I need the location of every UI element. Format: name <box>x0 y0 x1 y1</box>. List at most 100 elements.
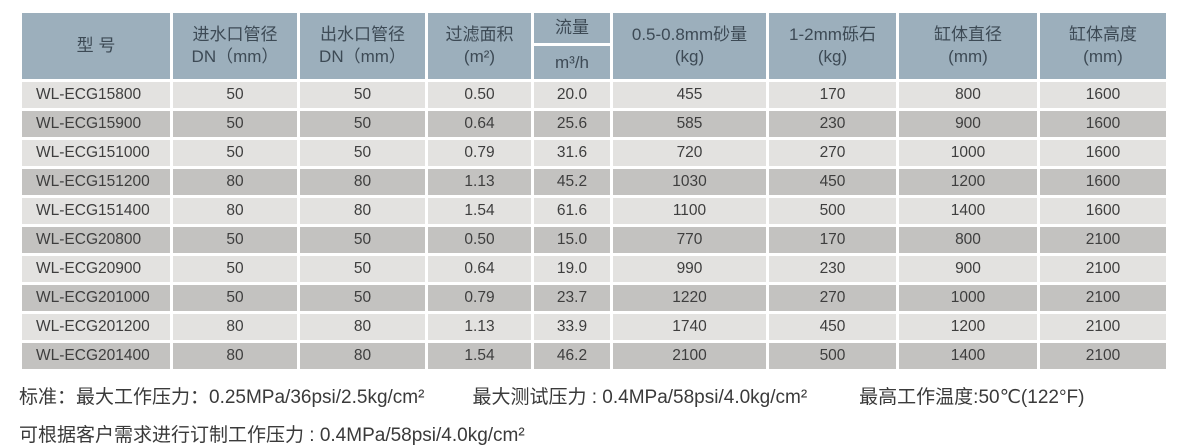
col-header-height: 缸体高度 (mm) <box>1040 13 1166 79</box>
cell-filter-area: 1.13 <box>428 169 531 195</box>
cell-diameter: 900 <box>899 256 1037 282</box>
cell-inlet-dn: 80 <box>173 169 297 195</box>
cell-model: WL-ECG15900 <box>22 111 170 137</box>
cell-height: 1600 <box>1040 82 1166 108</box>
cell-height: 1600 <box>1040 198 1166 224</box>
cell-model: WL-ECG151000 <box>22 140 170 166</box>
cell-inlet-dn: 50 <box>173 140 297 166</box>
cell-model: WL-ECG201000 <box>22 285 170 311</box>
cell-sand: 770 <box>613 227 766 253</box>
spec-table-body: WL-ECG15800 50 50 0.50 20.0 455 170 800 1600 WL-E… <box>22 82 1166 369</box>
table-row: WL-ECG201200 80 80 1.13 33.9 1740 450 1200 2100 <box>22 314 1166 340</box>
table-row: WL-ECG15900 50 50 0.64 25.6 585 230 900 1600 <box>22 111 1166 137</box>
cell-height: 2100 <box>1040 227 1166 253</box>
cell-gravel: 450 <box>769 169 896 195</box>
col-header-model-label: 型 号 <box>76 36 116 55</box>
table-row: WL-ECG151400 80 80 1.54 61.6 1100 500 1400 1600 <box>22 198 1166 224</box>
cell-sand: 585 <box>613 111 766 137</box>
cell-outlet-dn: 80 <box>300 343 425 369</box>
cell-model: WL-ECG20800 <box>22 227 170 253</box>
table-row: WL-ECG15800 50 50 0.50 20.0 455 170 800 1600 <box>22 82 1166 108</box>
cell-height: 2100 <box>1040 314 1166 340</box>
cell-model: WL-ECG20900 <box>22 256 170 282</box>
cell-filter-area: 0.79 <box>428 285 531 311</box>
cell-flow: 19.0 <box>534 256 610 282</box>
cell-model: WL-ECG15800 <box>22 82 170 108</box>
cell-sand: 720 <box>613 140 766 166</box>
notes-line-2: 可根据客户需求进行订制工作压力 : 0.4MPa/58psi/4.0kg/cm² <box>19 420 1185 447</box>
cell-flow: 61.6 <box>534 198 610 224</box>
col-header-flow-title: 流量 <box>534 13 610 43</box>
cell-height: 2100 <box>1040 343 1166 369</box>
cell-flow: 31.6 <box>534 140 610 166</box>
table-row: WL-ECG20900 50 50 0.64 19.0 990 230 900 2100 <box>22 256 1166 282</box>
cell-height: 1600 <box>1040 140 1166 166</box>
cell-inlet-dn: 80 <box>173 314 297 340</box>
cell-outlet-dn: 80 <box>300 314 425 340</box>
cell-gravel: 170 <box>769 227 896 253</box>
col-header-sand: 0.5-0.8mm砂量 (kg) <box>613 13 766 79</box>
col-header-flow-unit: m³/h <box>534 46 610 79</box>
cell-outlet-dn: 50 <box>300 227 425 253</box>
cell-sand: 990 <box>613 256 766 282</box>
cell-outlet-dn: 50 <box>300 111 425 137</box>
cell-outlet-dn: 50 <box>300 140 425 166</box>
cell-sand: 1740 <box>613 314 766 340</box>
cell-outlet-dn: 50 <box>300 285 425 311</box>
cell-gravel: 170 <box>769 82 896 108</box>
cell-gravel: 230 <box>769 256 896 282</box>
cell-sand: 1030 <box>613 169 766 195</box>
cell-filter-area: 1.54 <box>428 343 531 369</box>
cell-sand: 2100 <box>613 343 766 369</box>
cell-gravel: 500 <box>769 343 896 369</box>
notes-line-1: 标准：最大工作压力：0.25MPa/36psi/2.5kg/cm² 最大测试压力 … <box>19 382 1185 409</box>
cell-outlet-dn: 50 <box>300 82 425 108</box>
cell-inlet-dn: 80 <box>173 343 297 369</box>
cell-filter-area: 0.50 <box>428 82 531 108</box>
col-header-filter-area: 过滤面积 (m²) <box>428 13 531 79</box>
cell-model: WL-ECG201200 <box>22 314 170 340</box>
cell-inlet-dn: 50 <box>173 111 297 137</box>
cell-inlet-dn: 80 <box>173 198 297 224</box>
cell-flow: 45.2 <box>534 169 610 195</box>
note-max-test-pressure: 最大测试压力 : 0.4MPa/58psi/4.0kg/cm² <box>472 387 808 408</box>
cell-sand: 455 <box>613 82 766 108</box>
cell-flow: 25.6 <box>534 111 610 137</box>
table-row: WL-ECG201000 50 50 0.79 23.7 1220 270 1000 2100 <box>22 285 1166 311</box>
cell-flow: 23.7 <box>534 285 610 311</box>
cell-height: 1600 <box>1040 169 1166 195</box>
cell-flow: 15.0 <box>534 227 610 253</box>
cell-filter-area: 1.54 <box>428 198 531 224</box>
cell-sand: 1100 <box>613 198 766 224</box>
col-header-model: 型 号 <box>22 13 170 79</box>
cell-outlet-dn: 50 <box>300 256 425 282</box>
cell-height: 1600 <box>1040 111 1166 137</box>
cell-diameter: 1400 <box>899 343 1037 369</box>
cell-inlet-dn: 50 <box>173 256 297 282</box>
col-header-inlet: 进水口管径 DN（mm） <box>173 13 297 79</box>
col-header-outlet: 出水口管径 DN（mm） <box>300 13 425 79</box>
cell-diameter: 1000 <box>899 140 1037 166</box>
cell-flow: 20.0 <box>534 82 610 108</box>
col-header-diameter: 缸体直径 (mm) <box>899 13 1037 79</box>
cell-inlet-dn: 50 <box>173 227 297 253</box>
cell-height: 2100 <box>1040 285 1166 311</box>
spec-table: 型 号 进水口管径 DN（mm） 出水口管径 DN（mm） 过滤面积 (m²) <box>19 10 1169 372</box>
cell-filter-area: 0.79 <box>428 140 531 166</box>
cell-filter-area: 0.64 <box>428 256 531 282</box>
col-header-gravel: 1-2mm砾石 (kg) <box>769 13 896 79</box>
cell-filter-area: 0.50 <box>428 227 531 253</box>
cell-gravel: 270 <box>769 140 896 166</box>
cell-model: WL-ECG151400 <box>22 198 170 224</box>
cell-flow: 46.2 <box>534 343 610 369</box>
spec-table-header: 型 号 进水口管径 DN（mm） 出水口管径 DN（mm） 过滤面积 (m²) <box>22 13 1166 79</box>
spec-table-wrap: 型 号 进水口管径 DN（mm） 出水口管径 DN（mm） 过滤面积 (m²) <box>19 10 1169 372</box>
cell-filter-area: 1.13 <box>428 314 531 340</box>
cell-model: WL-ECG201400 <box>22 343 170 369</box>
cell-diameter: 1400 <box>899 198 1037 224</box>
table-row: WL-ECG151200 80 80 1.13 45.2 1030 450 1200 1600 <box>22 169 1166 195</box>
notes-block: 标准：最大工作压力：0.25MPa/36psi/2.5kg/cm² 最大测试压力 … <box>0 372 1185 447</box>
cell-gravel: 500 <box>769 198 896 224</box>
table-row: WL-ECG201400 80 80 1.54 46.2 2100 500 1400 2100 <box>22 343 1166 369</box>
